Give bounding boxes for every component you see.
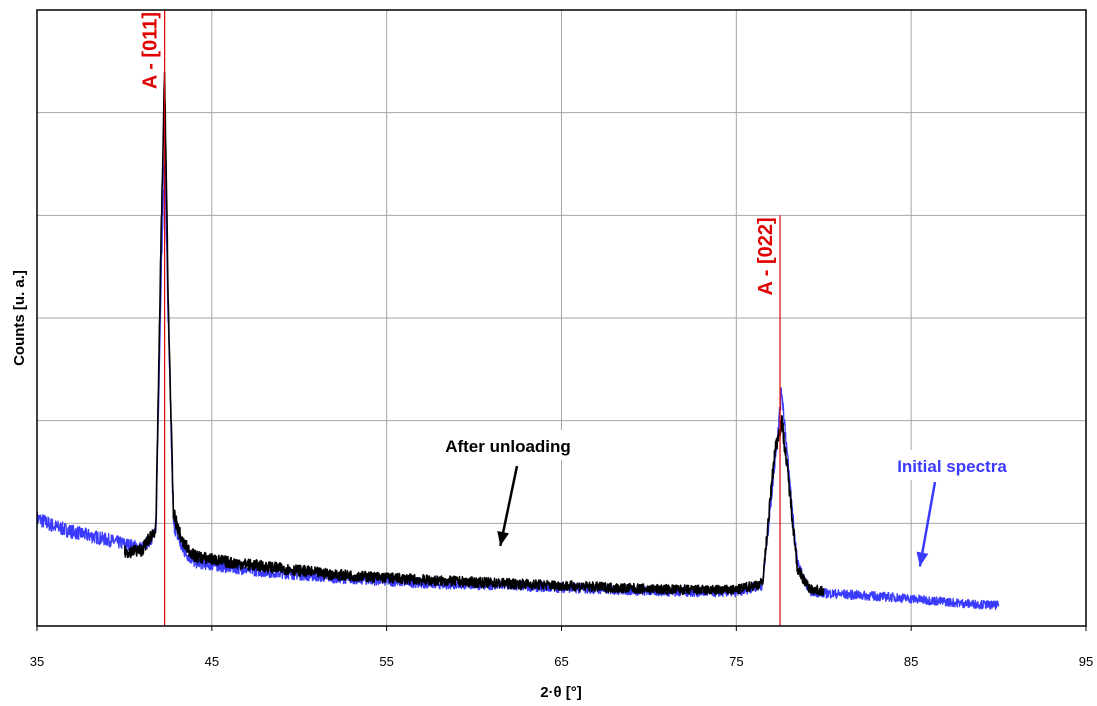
x-tick-label: 95 [1079,654,1093,669]
annotation-background [416,430,618,460]
x-tick-label: 55 [379,654,393,669]
x-tick-label: 65 [554,654,568,669]
y-axis-title: Counts [u. a.] [11,270,28,366]
annotation-arrow-head [497,531,509,546]
x-tick-label: 85 [904,654,918,669]
peak-markers: A - [011] A - [022] [140,10,781,626]
annotation-background [862,450,1046,480]
x-axis-title: 2·θ [°] [540,684,582,701]
x-tick-label: 45 [205,654,219,669]
annotation-label: After unloading [445,437,571,456]
annotations: After unloading Initial spectra [416,430,1046,567]
annotation-label: Initial spectra [897,457,1007,476]
peak-marker-label: A - [022] [755,217,777,295]
series-line-after-unloading [123,71,825,597]
x-tick-labels: 35 45 55 65 75 85 95 [30,626,1093,669]
x-tick-label: 35 [30,654,44,669]
grid [36,10,1087,626]
series-layer [36,71,1000,611]
peak-marker-label: A - [011] [140,12,162,89]
annotation-arrow-line [918,481,937,567]
annotation-arrow-head [916,551,929,567]
x-tick-label: 75 [729,654,743,669]
